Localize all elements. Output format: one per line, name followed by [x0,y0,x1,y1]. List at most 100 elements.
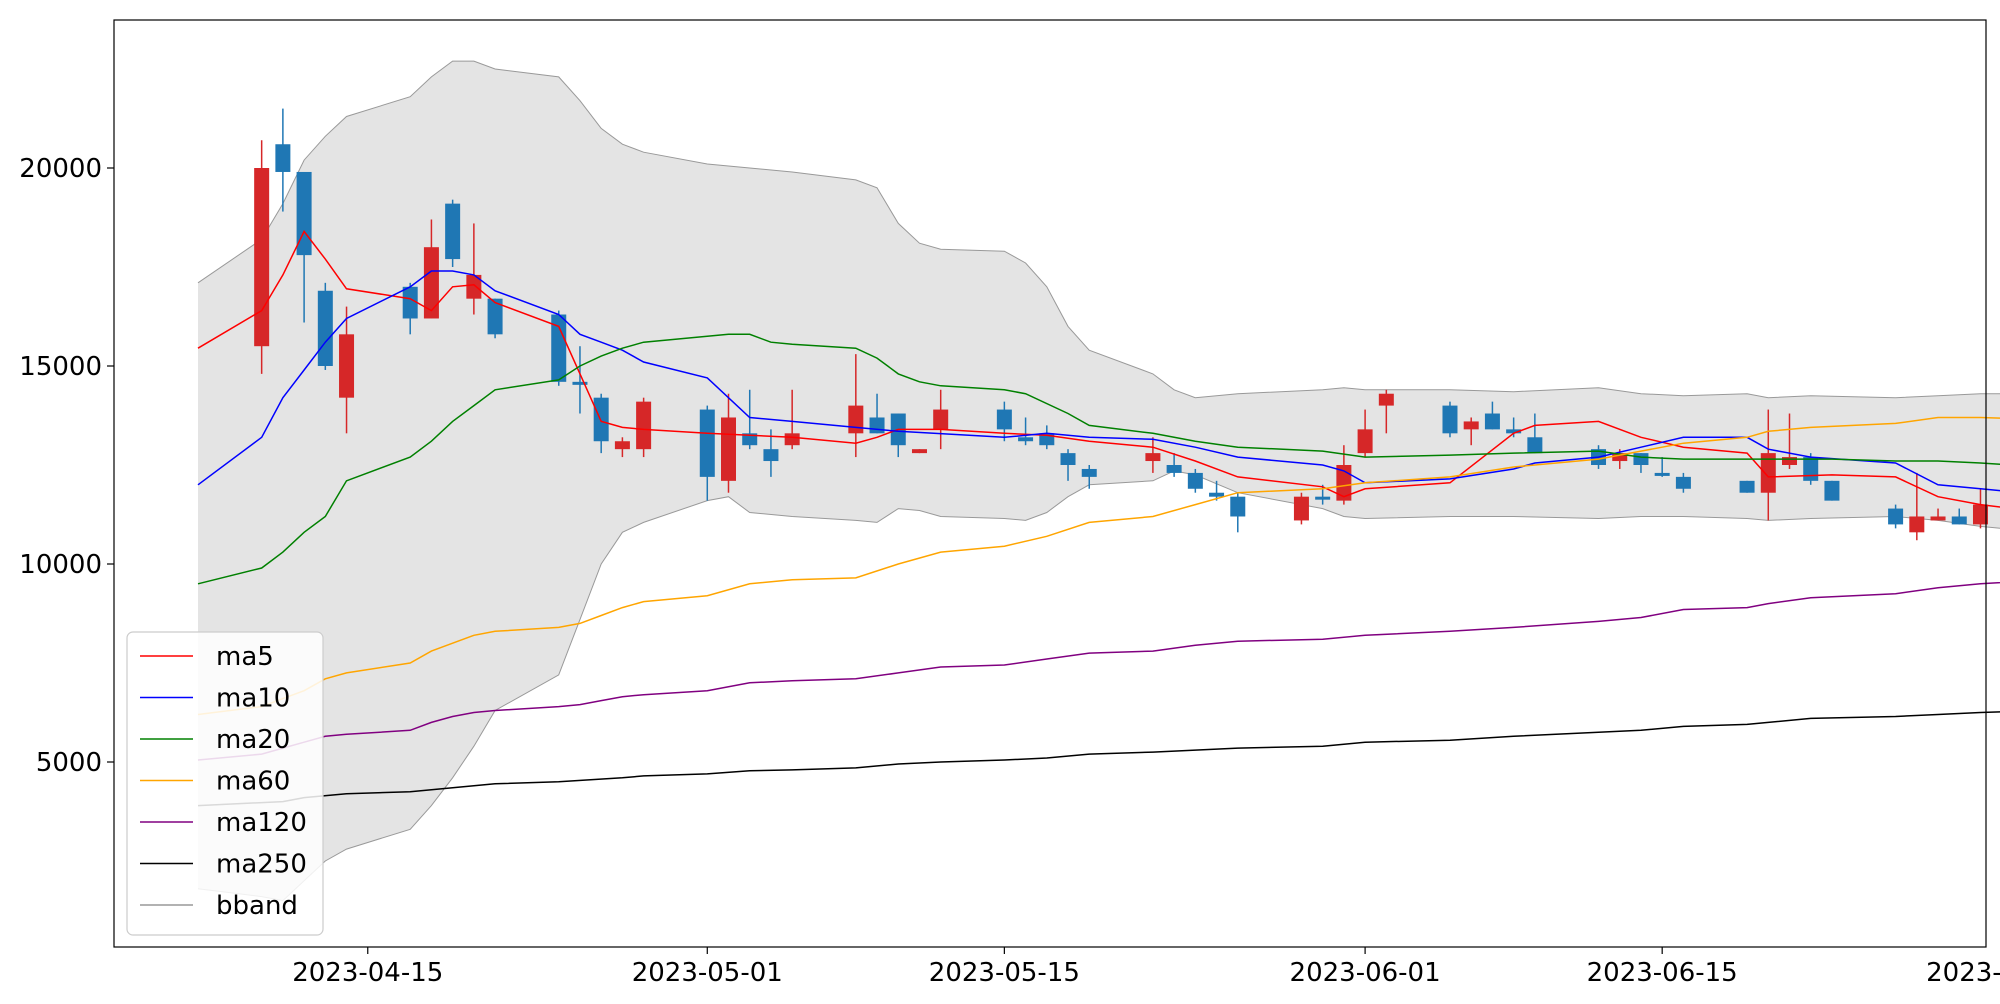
candle-2023-05-12 [933,389,949,450]
candle-body [317,290,333,366]
candle-2023-05-01 [699,405,715,501]
legend-item-ma20: ma20 [140,725,290,755]
bband-layer [197,60,2000,902]
candle-body [911,449,927,454]
legend-item-ma10: ma10 [140,684,290,714]
axes-layer: 5000 10000 15000 20000 2023-04-15 2023-05-01 2… [19,19,2000,988]
candle-2023-05-22 [1145,437,1161,473]
candle-2023-04-12 [296,171,312,323]
candle-2023-04-11 [275,108,291,212]
candle-2023-05-29 [1293,492,1309,525]
candle-2023-04-26 [593,393,609,454]
candle-body [1336,465,1352,501]
candle-2023-04-21 [487,298,503,339]
candle-body [1972,504,1988,525]
candle-body [1654,472,1670,476]
candle-body [1081,468,1097,477]
candle-body [1803,457,1819,481]
candle-body [699,409,715,477]
legend-label: ma60 [216,767,290,797]
candle-2023-06-15 [1654,457,1670,477]
candle-body [1018,437,1034,442]
candle-2023-04-18 [423,219,439,319]
candle-body [487,298,503,335]
candle-2023-04-28 [636,397,652,458]
candle-body [1633,453,1649,465]
candle-2023-06-29 [1951,508,1967,525]
candle-body [423,247,439,319]
candle-2023-05-15 [996,401,1012,442]
candle-body [1293,496,1309,521]
moving-average-layer [197,229,2000,807]
candle-body [1378,393,1394,406]
candle-2023-04-20 [466,223,482,315]
line-ma10 [197,270,2000,492]
candle-body [296,171,312,256]
candle-body [1782,457,1797,465]
legend-label: ma5 [216,642,274,672]
candle-body [1230,496,1246,517]
candle-body [1187,472,1203,489]
candle-2023-05-25 [1209,480,1225,501]
legend-label: ma250 [216,850,307,880]
y-tick-label: 20000 [19,154,102,184]
candle-body [763,449,779,462]
candle-body [1060,453,1076,465]
candle-2023-06-19 [1739,480,1755,493]
bband-lower-line [197,470,2000,902]
x-tick-label: 2023-06-01 [1290,958,1441,988]
line-ma250 [197,711,2000,807]
candle-body [1166,465,1182,473]
candle-2023-06-23 [1824,480,1840,501]
candle-2023-06-07 [1484,401,1500,430]
candle-2023-04-10 [254,140,270,374]
candle-2023-06-27 [1909,472,1925,541]
legend-label: bband [216,891,298,921]
candle-body [784,433,800,446]
candle-body [593,397,609,442]
candle-2023-06-16 [1675,472,1691,493]
candle-2023-05-05 [784,389,800,450]
legend-label: ma10 [216,684,290,714]
candle-body [572,381,588,385]
legend-label: ma120 [216,808,307,838]
x-tick-label: 2023-05-15 [929,958,1080,988]
legend-item-ma60: ma60 [140,767,290,797]
candle-body [551,314,567,382]
legend-item-ma250: ma250 [140,850,307,880]
y-tick-label: 10000 [19,550,102,580]
candle-body [1209,492,1225,497]
y-tick-label: 5000 [36,748,102,778]
candle-body [848,405,864,434]
candle-body [1888,508,1904,525]
candle-2023-06-28 [1930,508,1946,521]
candle-body [254,168,270,347]
line-ma60 [197,416,2000,716]
candle-body [1951,516,1967,525]
candle-2023-04-27 [614,437,630,458]
candle-body [1675,476,1691,489]
candle-2023-05-19 [1081,465,1097,489]
candle-body [1739,480,1755,493]
candle-body [636,401,652,450]
legend-item-bband: bband [140,891,298,921]
candle-body [1145,453,1161,462]
candle-body [466,274,482,299]
legend-item-ma120: ma120 [140,808,307,838]
candle-2023-06-05 [1442,401,1458,438]
candle-body [1315,496,1331,500]
bband-area [198,61,2000,901]
candle-body [1930,516,1946,521]
candle-body [1760,453,1776,493]
x-tick-label: 2023-04-15 [292,958,443,988]
candle-2023-06-26 [1888,504,1904,529]
candle-body [445,203,461,260]
candle-body [1484,413,1500,430]
candle-body [402,286,418,319]
line-ma5 [197,229,2000,508]
candle-2023-06-20 [1760,409,1776,521]
x-tick-label: 2023-07-01 [1926,958,2000,988]
candle-2023-05-23 [1166,453,1182,477]
candle-2023-06-02 [1378,389,1394,434]
candle-2023-04-17 [402,282,418,335]
